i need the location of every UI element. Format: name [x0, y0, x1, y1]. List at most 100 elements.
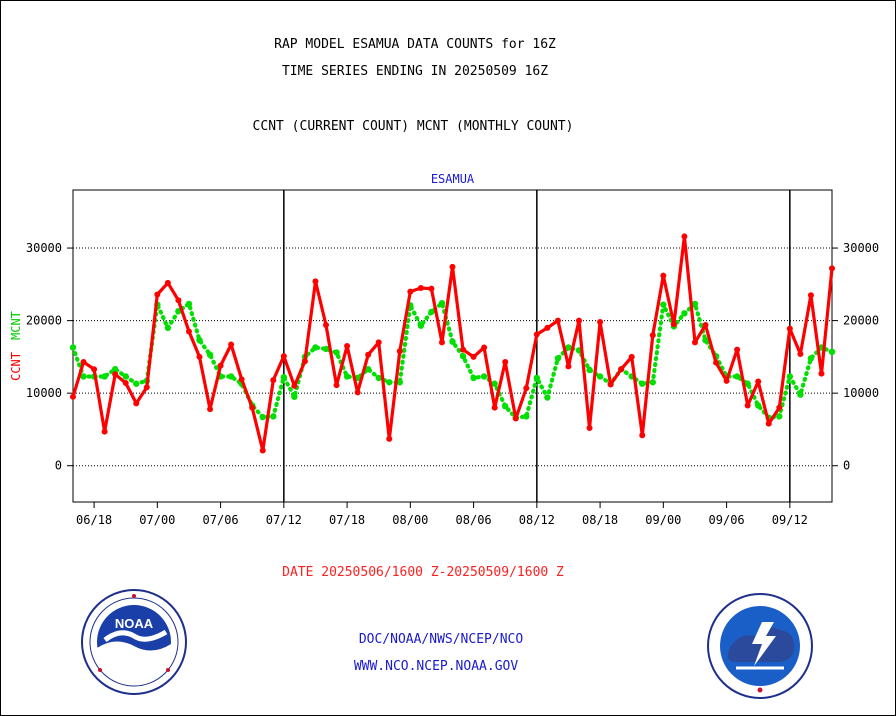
plot-frame: [72, 189, 833, 503]
data-point-ccnt: [607, 381, 614, 388]
data-point-ccnt: [70, 393, 76, 400]
data-point-mcnt: [101, 373, 108, 380]
noaa-logo: NOAA: [81, 589, 187, 695]
data-point-ccnt: [428, 285, 435, 292]
data-point-ccnt: [407, 288, 414, 295]
data-point-mcnt: [111, 366, 119, 373]
data-point-mcnt: [797, 391, 804, 398]
data-point-mcnt: [259, 413, 266, 421]
y-tick-label-left: 0: [55, 459, 62, 473]
data-point-ccnt: [154, 291, 161, 298]
data-point-ccnt: [786, 325, 793, 332]
data-point-mcnt: [291, 393, 298, 400]
data-point-ccnt: [301, 358, 308, 365]
y-axis-label-mcnt: MCNT: [9, 311, 23, 340]
x-tick-label: 07/06: [203, 513, 239, 527]
data-point-mcnt: [691, 300, 699, 308]
y-tick-label-left: 30000: [26, 241, 62, 255]
data-point-mcnt: [744, 380, 751, 387]
data-point-mcnt: [206, 351, 214, 358]
data-point-mcnt: [417, 322, 425, 329]
data-point-mcnt: [491, 380, 498, 387]
data-point-ccnt: [396, 348, 403, 355]
data-point-ccnt: [112, 371, 119, 378]
data-point-mcnt: [702, 336, 709, 344]
data-point-mcnt: [428, 308, 435, 316]
data-point-ccnt: [597, 319, 604, 326]
data-point-mcnt: [343, 373, 351, 380]
data-point-ccnt: [776, 404, 783, 411]
data-point-mcnt: [533, 374, 541, 382]
data-point-ccnt: [133, 400, 140, 407]
data-point-ccnt: [386, 435, 393, 442]
data-point-ccnt: [460, 346, 467, 353]
data-point-ccnt: [333, 382, 340, 389]
data-point-ccnt: [744, 402, 751, 409]
data-point-mcnt: [681, 310, 688, 317]
data-point-mcnt: [502, 403, 509, 410]
data-point-ccnt: [618, 366, 625, 373]
noaa-logo-text: NOAA: [115, 616, 154, 631]
data-point-ccnt: [344, 343, 351, 349]
data-point-ccnt: [122, 380, 129, 387]
data-point-mcnt: [554, 355, 562, 362]
data-point-ccnt: [228, 341, 235, 348]
data-point-mcnt: [164, 324, 172, 332]
data-point-mcnt: [660, 301, 667, 308]
y-tick-label-left: 10000: [26, 386, 62, 400]
data-point-ccnt: [491, 404, 498, 411]
data-point-mcnt: [196, 336, 203, 344]
data-point-ccnt: [639, 432, 646, 439]
data-point-ccnt: [670, 321, 677, 328]
data-point-mcnt: [449, 338, 456, 345]
data-point-mcnt: [565, 344, 572, 351]
data-point-ccnt: [196, 353, 203, 360]
chart-subtitle: CCNT (CURRENT COUNT) MCNT (MONTHLY COUNT…: [252, 119, 574, 134]
x-tick-label: 06/18: [76, 513, 112, 527]
data-point-ccnt: [238, 376, 245, 383]
y-axis-label: CCNT MCNT: [9, 311, 23, 381]
data-point-mcnt: [828, 348, 836, 356]
data-point-ccnt: [249, 404, 256, 411]
data-point-mcnt: [69, 344, 77, 351]
data-point-mcnt: [375, 374, 382, 382]
x-tick-label: 08/00: [392, 513, 428, 527]
data-point-ccnt: [449, 263, 456, 270]
data-point-mcnt: [470, 374, 477, 382]
x-tick-label: 09/12: [772, 513, 808, 527]
data-point-mcnt: [280, 374, 288, 381]
data-point-ccnt: [217, 362, 224, 369]
x-tick-label: 08/18: [582, 513, 618, 527]
data-point-ccnt: [481, 344, 488, 351]
data-point-ccnt: [312, 278, 319, 285]
data-point-ccnt: [576, 317, 582, 324]
y-tick-label-left: 20000: [26, 314, 62, 328]
data-point-ccnt: [375, 339, 382, 346]
data-point-mcnt: [333, 349, 340, 356]
data-point-mcnt: [480, 373, 488, 380]
data-point-mcnt: [544, 394, 551, 401]
data-point-mcnt: [776, 413, 783, 420]
plot-title: ESAMUA: [431, 172, 475, 186]
data-point-ccnt: [755, 378, 762, 385]
y-tick-label-right: 0: [843, 459, 850, 473]
data-point-ccnt: [797, 350, 804, 357]
data-point-mcnt: [586, 366, 593, 374]
data-point-mcnt: [386, 379, 393, 386]
data-point-mcnt: [523, 413, 530, 420]
data-point-ccnt: [512, 415, 519, 422]
data-point-mcnt: [786, 373, 794, 380]
data-point-ccnt: [175, 297, 182, 304]
y-tick-label-right: 10000: [843, 386, 879, 400]
data-point-ccnt: [80, 358, 87, 365]
data-point-ccnt: [723, 377, 730, 384]
data-point-ccnt: [280, 353, 287, 360]
website-link[interactable]: WWW.NCO.NCEP.NOAA.GOV: [353, 659, 519, 674]
data-point-ccnt: [323, 321, 329, 328]
x-tick-label: 08/06: [456, 513, 492, 527]
data-point-mcnt: [396, 379, 403, 386]
data-point-ccnt: [185, 328, 192, 335]
data-point-ccnt: [365, 351, 372, 358]
data-point-mcnt: [133, 380, 140, 387]
